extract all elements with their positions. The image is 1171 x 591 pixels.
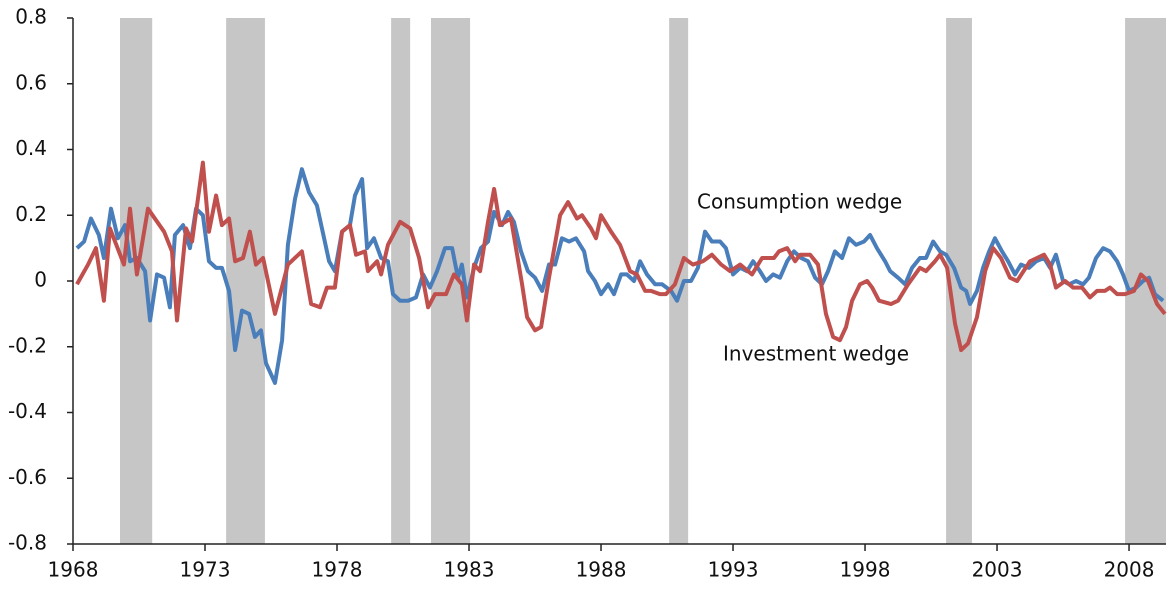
- y-tick-label: -0.4: [8, 399, 47, 423]
- x-tick-label: 1983: [444, 558, 495, 582]
- x-tick-label: 1968: [48, 558, 99, 582]
- annotation: Consumption wedge: [697, 190, 902, 214]
- recession-band: [391, 18, 411, 544]
- y-tick-label: 0.2: [15, 202, 47, 226]
- y-tick-label: 0.8: [15, 5, 47, 29]
- annotation: Investment wedge: [723, 342, 909, 366]
- y-tick-label: 0.4: [15, 136, 47, 160]
- y-tick-label: -0.8: [8, 531, 47, 555]
- x-tick-label: 1993: [708, 558, 759, 582]
- x-tick-label: 2003: [972, 558, 1023, 582]
- x-tick-label: 1978: [312, 558, 363, 582]
- x-tick-label: 2008: [1104, 558, 1155, 582]
- series-line: [75, 160, 1167, 353]
- x-tick-label: 1988: [576, 558, 627, 582]
- recession-band: [226, 18, 265, 544]
- recession-band: [669, 18, 689, 544]
- x-tick-label: 1998: [840, 558, 891, 582]
- y-tick-label: 0.6: [15, 70, 47, 94]
- y-tick-label: -0.6: [8, 465, 47, 489]
- y-tick-label: 0: [34, 268, 47, 292]
- y-tick-label: -0.2: [8, 333, 47, 357]
- series-line: [75, 167, 1165, 385]
- x-tick-label: 1973: [180, 558, 231, 582]
